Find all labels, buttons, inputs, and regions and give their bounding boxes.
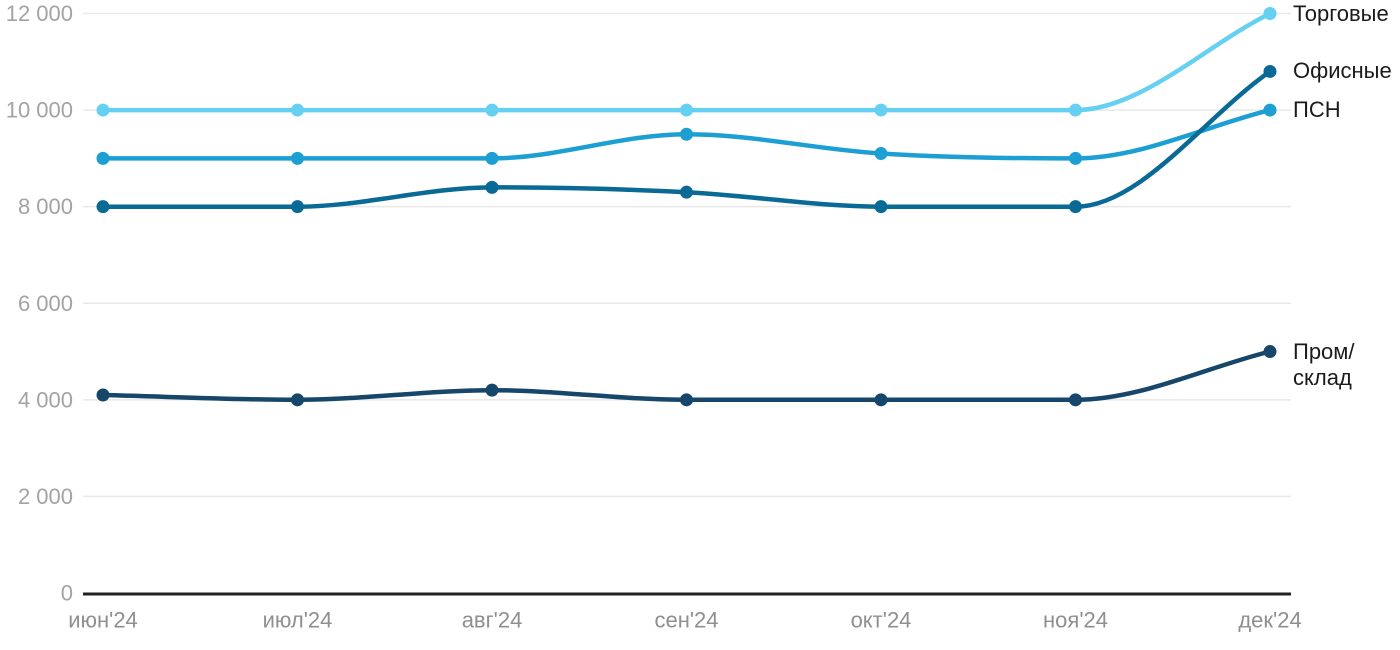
series-points: [96, 7, 1277, 407]
y-tick-label: 12 000: [6, 1, 73, 26]
data-point[interactable]: [1069, 151, 1082, 165]
data-point[interactable]: [291, 200, 304, 214]
data-point[interactable]: [874, 393, 888, 407]
data-point[interactable]: [874, 103, 888, 117]
data-point[interactable]: [291, 393, 304, 407]
data-point[interactable]: [1069, 393, 1082, 407]
y-tick-label: 10 000: [6, 98, 73, 123]
x-tick-label: июн'24: [68, 608, 138, 633]
data-point[interactable]: [96, 388, 110, 402]
series-line-0: [100, 11, 1273, 113]
data-point[interactable]: [680, 185, 693, 199]
y-tick-label: 2 000: [18, 484, 73, 509]
data-point[interactable]: [1069, 103, 1082, 117]
data-point[interactable]: [680, 103, 693, 117]
data-point[interactable]: [96, 103, 110, 117]
data-point[interactable]: [680, 393, 693, 407]
x-axis-labels: июн'24 июл'24 авг'24 сен'24 окт'24 ноя'24 дек'…: [68, 608, 1301, 633]
x-tick-label: июл'24: [263, 608, 333, 633]
legend-label-torgovye: Торговые: [1293, 0, 1389, 26]
data-point[interactable]: [485, 103, 499, 117]
data-point[interactable]: [1263, 103, 1277, 117]
legend-label-psn: ПСН: [1293, 97, 1341, 123]
y-tick-label: 0: [61, 581, 73, 606]
x-tick-label: дек'24: [1238, 608, 1301, 633]
series-line-3: [100, 349, 1273, 403]
data-point[interactable]: [1263, 345, 1277, 359]
data-point[interactable]: [291, 151, 304, 165]
data-point[interactable]: [485, 383, 499, 397]
data-point[interactable]: [485, 151, 499, 165]
data-point[interactable]: [1069, 200, 1082, 214]
data-point[interactable]: [1263, 7, 1277, 20]
data-point[interactable]: [96, 151, 110, 165]
data-point[interactable]: [680, 127, 693, 141]
gridlines: [83, 12, 1291, 596]
data-point[interactable]: [96, 200, 110, 214]
data-point[interactable]: [291, 103, 304, 117]
y-tick-label: 6 000: [18, 291, 73, 316]
data-point[interactable]: [485, 180, 499, 194]
data-point[interactable]: [874, 200, 888, 214]
legend-label-prom-sklad: Пром/ склад: [1293, 338, 1355, 390]
y-tick-label: 4 000: [18, 387, 73, 412]
data-point[interactable]: [1263, 64, 1277, 78]
legend-label-ofisnye: Офисные: [1293, 58, 1392, 84]
x-tick-label: окт'24: [851, 608, 912, 633]
y-tick-label: 8 000: [18, 194, 73, 219]
data-point[interactable]: [874, 147, 888, 161]
x-tick-label: авг'24: [462, 608, 523, 633]
x-tick-label: сен'24: [654, 608, 718, 633]
y-axis-labels: 0 2 000 4 000 6 000 8 000 10 000 12 000: [6, 1, 73, 606]
x-tick-label: ноя'24: [1043, 608, 1108, 633]
